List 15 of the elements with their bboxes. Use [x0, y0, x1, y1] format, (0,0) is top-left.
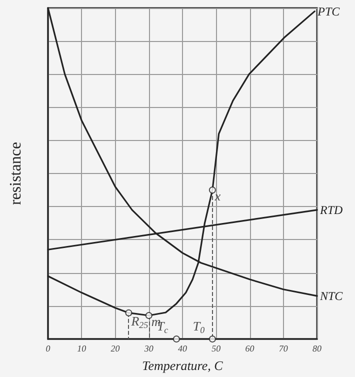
x-tick-label: 20 [110, 344, 120, 354]
x-tick-label: 40 [178, 344, 188, 354]
y-axis-title: resistance [8, 142, 24, 206]
x-tick-label: 10 [77, 344, 87, 354]
x-axis-title: Temperature, C [142, 358, 224, 373]
series-label: PTC [316, 4, 341, 18]
series-label: NTC [319, 288, 344, 303]
x-tick-label: 80 [312, 344, 322, 354]
annotation: x [214, 188, 221, 204]
x-tick-label: 60 [245, 344, 255, 354]
x-tick-label: 0 [46, 344, 51, 354]
x-tick-label: 50 [212, 344, 222, 354]
series-label: RTD [319, 202, 344, 217]
x-tick-label: 70 [278, 344, 288, 354]
x-tick-label: 30 [143, 344, 154, 354]
